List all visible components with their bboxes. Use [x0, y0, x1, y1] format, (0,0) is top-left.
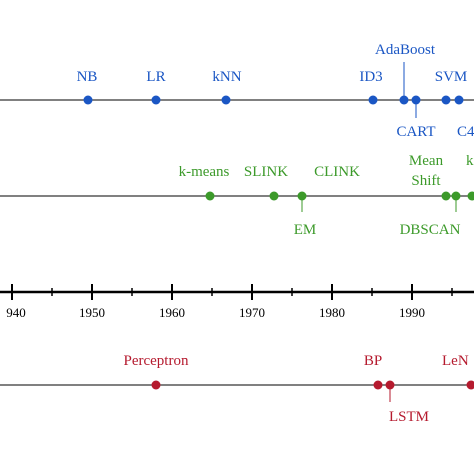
lenet-point: [466, 380, 474, 390]
classification-track: NB LR kNN ID3 AdaBoost CART SVM C4: [0, 42, 474, 140]
tick-label-1970: 1970: [239, 305, 265, 320]
lenet-label: LeN: [442, 353, 469, 369]
k-label: k: [466, 153, 474, 169]
bp-point: [373, 380, 383, 390]
lr-label: LR: [146, 69, 165, 85]
slink-point: [269, 191, 279, 201]
kmeans-point: [205, 191, 215, 201]
tick-label-1960: 1960: [159, 305, 185, 320]
dbscan-label: DBSCAN: [400, 222, 461, 238]
perceptron-label: Perceptron: [124, 353, 189, 369]
lstm-point: [385, 380, 395, 390]
id3-point: [368, 95, 378, 105]
mean-label: Mean: [409, 153, 444, 169]
tick-label-1990: 1990: [399, 305, 425, 320]
clustering-track: k-means SLINK CLINK EM Mean Shift DBSCAN…: [0, 153, 474, 238]
adaboost-point: [399, 95, 409, 105]
slink-label: SLINK: [244, 164, 288, 180]
svm-label: SVM: [435, 69, 468, 85]
tick-label-1980: 1980: [319, 305, 345, 320]
c4-point: [454, 95, 464, 105]
perceptron-point: [151, 380, 161, 390]
tick-label-1940: 940: [6, 305, 26, 320]
cart-label: CART: [396, 124, 435, 140]
knn-point: [221, 95, 231, 105]
adaboost-label: AdaBoost: [375, 42, 436, 58]
kmeans-label: k-means: [179, 164, 230, 180]
neural-track: Perceptron BP LSTM LeN: [0, 353, 474, 425]
c4-label: C4: [457, 124, 474, 140]
tick-label-1950: 1950: [79, 305, 105, 320]
cart-point: [411, 95, 421, 105]
dbscan-point: [451, 191, 461, 201]
clink-label: CLINK: [314, 164, 360, 180]
nb-label: NB: [77, 69, 98, 85]
id3-label: ID3: [359, 69, 382, 85]
svm-point: [441, 95, 451, 105]
knn-label: kNN: [212, 69, 241, 85]
bp-label: BP: [364, 353, 382, 369]
clink-point: [297, 191, 307, 201]
em-label: EM: [294, 222, 317, 238]
lr-point: [151, 95, 161, 105]
nb-point: [83, 95, 93, 105]
shift-label: Shift: [411, 173, 441, 189]
meanshift-point: [441, 191, 451, 201]
year-axis: 940 1950 1960 1970 1980 1990: [0, 284, 474, 320]
k-point: [467, 191, 474, 201]
lstm-label: LSTM: [389, 409, 429, 425]
